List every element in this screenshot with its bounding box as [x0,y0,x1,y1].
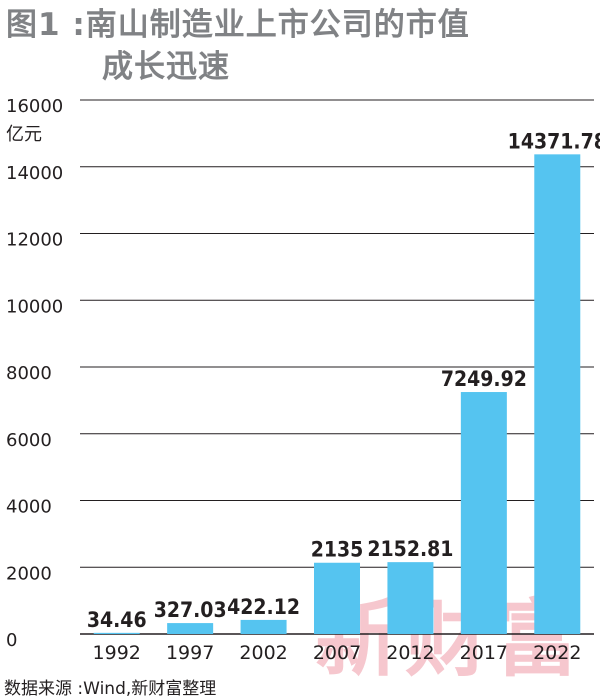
y-tick-label: 12000 [6,230,63,251]
bar-2002 [240,619,287,634]
y-tick-label: 0 [6,630,17,651]
value-label-2002: 422.12 [227,595,300,619]
x-tick-label-2007: 2007 [313,642,361,664]
y-axis-unit-label: 亿元 [6,124,42,145]
value-label-2007: 2135 [311,538,364,562]
bar-1992 [93,632,140,634]
bar-1997 [167,623,214,634]
x-tick-label-1992: 1992 [93,642,141,664]
bar-2007 [314,562,360,634]
x-tick-label-2022: 2022 [533,642,581,664]
y-tick-label: 6000 [6,430,52,451]
y-tick-label: 16000 [6,96,63,117]
chart-title-line-1: 图1 :南山制造业上市公司的市值 [6,7,470,43]
x-tick-label-2012: 2012 [386,642,434,664]
y-tick-label: 2000 [6,563,52,584]
x-tick-label-2017: 2017 [460,642,508,664]
y-tick-label: 8000 [6,363,52,384]
bar-2012 [387,562,434,634]
bar-2017 [460,392,507,634]
value-label-2017: 7249.92 [441,367,527,391]
value-label-2022: 14371.78 [508,129,600,153]
x-tick-label-1997: 1997 [166,642,214,664]
source-note: 数据来源 :Wind,新财富整理 [4,679,217,699]
chart-title-line-2: 成长迅速 [102,49,230,85]
y-tick-label: 10000 [6,296,63,317]
value-label-2012: 2152.81 [367,537,453,561]
x-tick-label-2002: 2002 [239,642,287,664]
y-tick-label: 14000 [6,163,63,184]
bar-2022 [534,154,581,634]
chart-title: 图1 :南山制造业上市公司的市值 成长迅速 [6,4,596,88]
value-label-1992: 34.46 [87,608,147,632]
value-label-1997: 327.03 [154,598,227,622]
y-tick-label: 4000 [6,497,52,518]
